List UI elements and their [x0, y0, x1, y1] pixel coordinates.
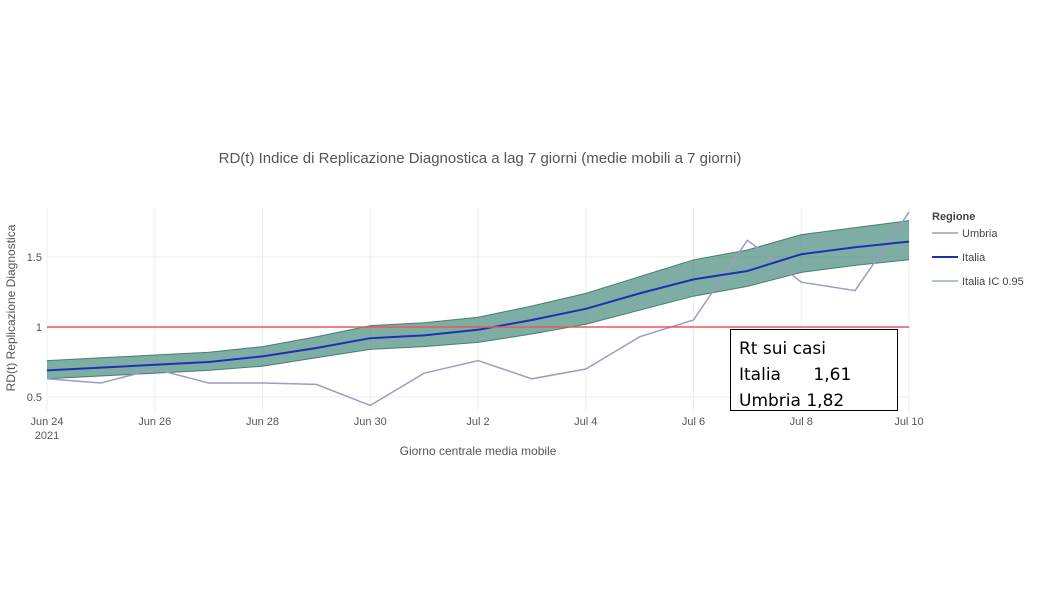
- x-tick-label: Jun 24: [30, 416, 63, 428]
- confidence-band-layer: [46, 220, 910, 380]
- series-line-italia: [46, 240, 910, 372]
- x-tick-sublabel: 2021: [35, 430, 59, 442]
- series-layer: [46, 211, 910, 407]
- y-tick-label: 1.5: [27, 252, 42, 264]
- legend-entry-label: Italia: [962, 252, 986, 264]
- x-tick-label: Jul 6: [682, 416, 705, 428]
- x-tick-label: Jul 8: [790, 416, 813, 428]
- annotation-value: 1,82: [806, 391, 845, 411]
- band-upper-edge: [46, 220, 910, 362]
- x-tick-label: Jun 30: [354, 416, 387, 428]
- y-tick-label: 0.5: [27, 392, 42, 404]
- x-tick-label: Jul 4: [574, 416, 597, 428]
- series-line-umbria: [46, 211, 910, 407]
- annotation-value: 1,61: [813, 365, 852, 385]
- legend-entry-label: Umbria: [962, 228, 998, 240]
- y-axis-title: RD(t) Replicazione Diagnostica: [4, 224, 18, 391]
- chart-title: RD(t) Indice di Replicazione Diagnostica…: [219, 150, 742, 167]
- legend: Regione Umbria Italia Italia IC 0.95: [932, 211, 1024, 288]
- x-tick-label: Jun 28: [246, 416, 279, 428]
- x-tick-label: Jul 2: [466, 416, 489, 428]
- annotation-label: Italia: [739, 365, 781, 385]
- x-axis-title: Giorno centrale media mobile: [400, 444, 557, 458]
- x-axis-ticks: Jun 24 2021 Jun 26 Jun 28 Jun 30 Jul 2 Jul 4 Ju…: [30, 416, 923, 442]
- annotation-row-umbria: Umbria 1,82: [739, 388, 889, 414]
- y-axis-ticks: 0.5 1 1.5: [27, 252, 42, 404]
- annotation-label: Umbria: [739, 391, 801, 411]
- band-lower-edge: [46, 259, 910, 380]
- annotation-heading: Rt sui casi: [739, 339, 826, 359]
- x-tick-label: Jul 10: [894, 416, 923, 428]
- rt-annotation-box: Rt sui casi Italia 1,61 Umbria 1,82: [730, 329, 898, 411]
- legend-title: Regione: [932, 211, 975, 223]
- annotation-row-italia: Italia 1,61: [739, 362, 889, 388]
- x-tick-label: Jun 26: [138, 416, 171, 428]
- y-tick-label: 1: [36, 322, 42, 334]
- legend-entry-label: Italia IC 0.95: [962, 276, 1024, 288]
